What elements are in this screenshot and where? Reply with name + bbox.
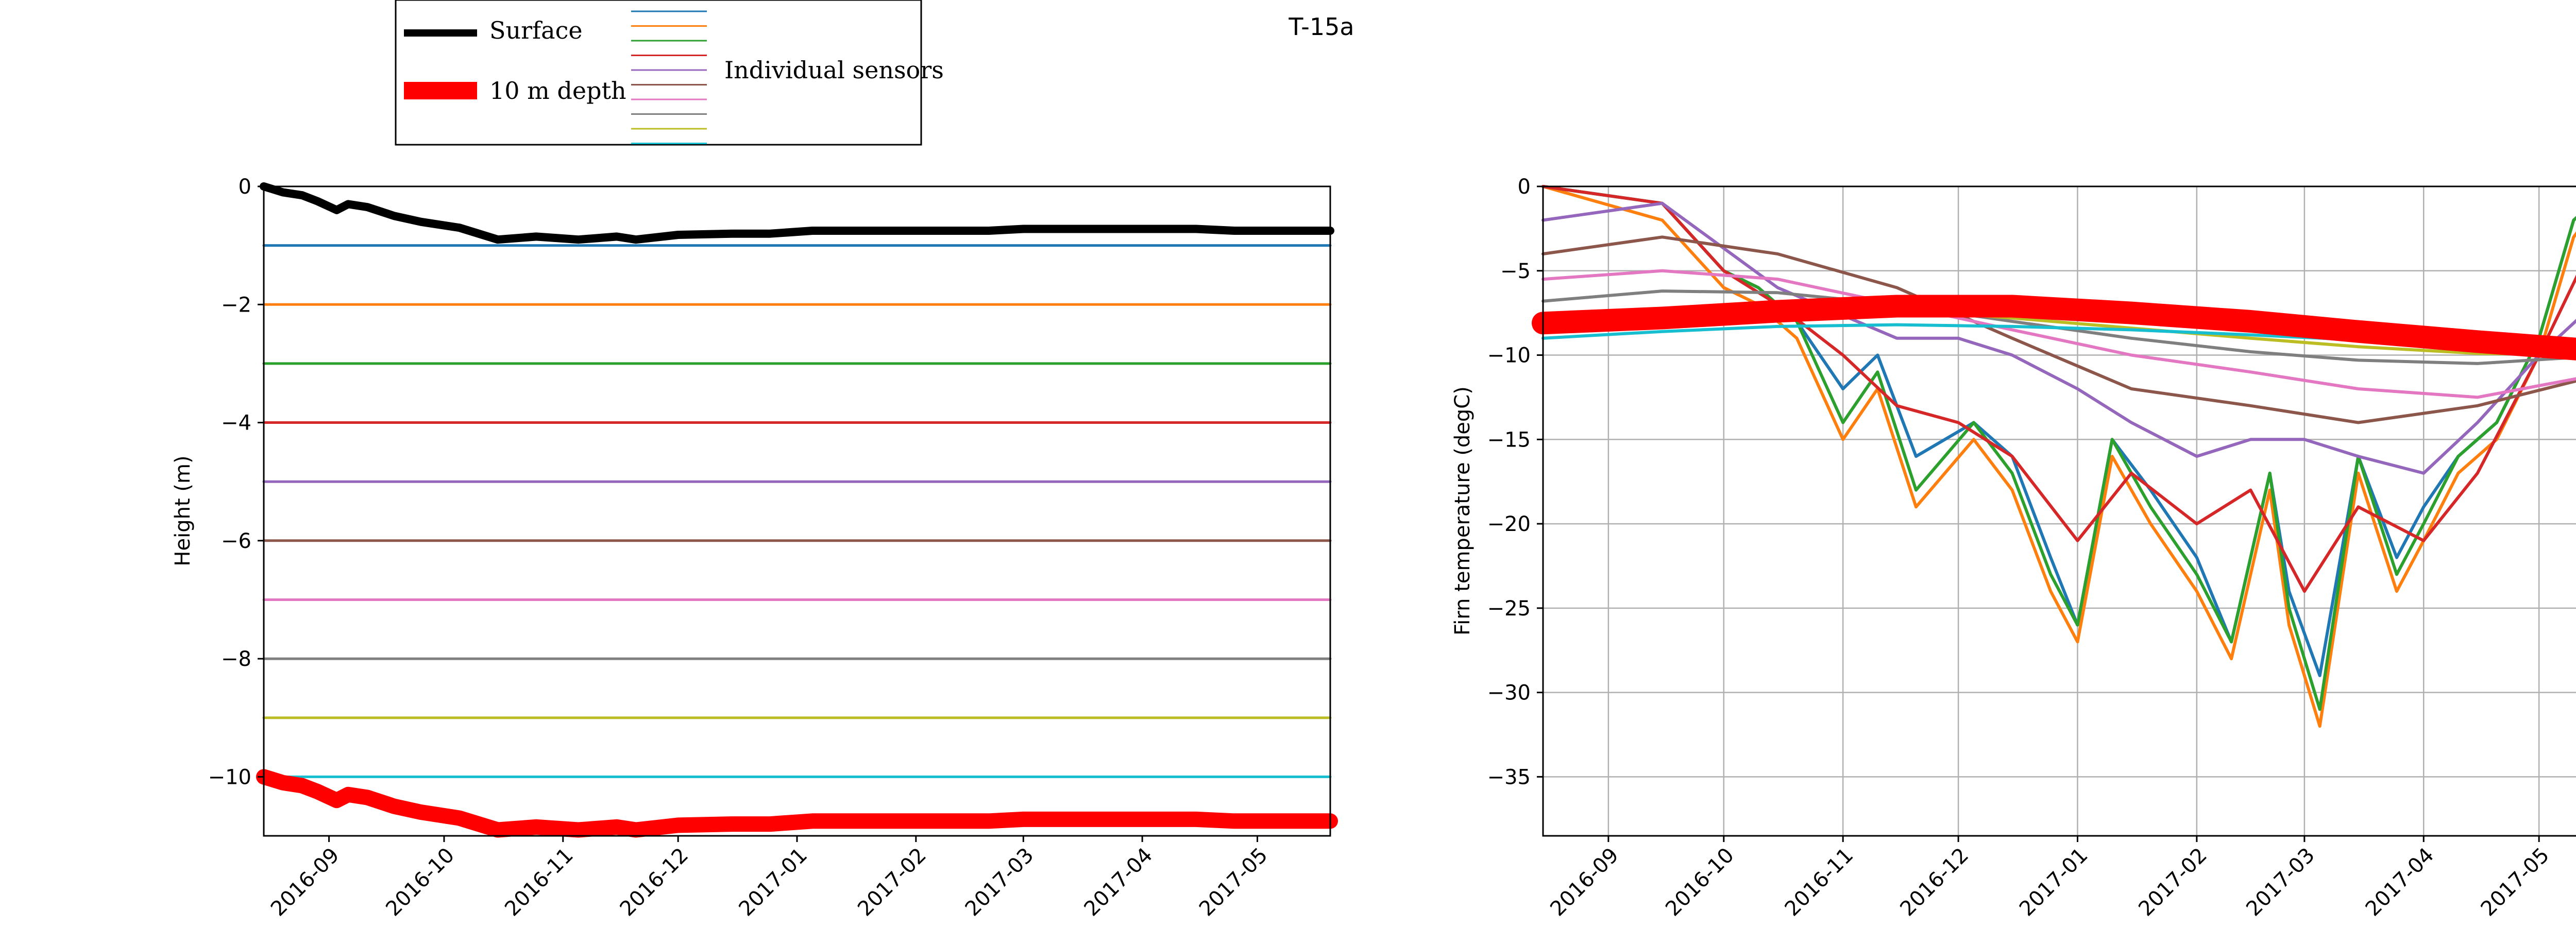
y-tick-label: −6 [221,529,251,553]
y-tick-label: −30 [1487,681,1531,705]
x-tick-label: 2016-12 [1895,844,1973,921]
y-tick-label: −5 [1500,260,1531,283]
sensor-temperature-line [1541,289,2576,365]
height-y-axis: 0 −2 −4 −6 −8 −10 [208,175,264,789]
legend-sensors-label: Individual sensors [724,56,944,84]
height-x-axis: 2016-09 2016-10 2016-11 2016-12 2017-01 2017-… [266,836,1273,921]
y-tick-label: −2 [221,293,251,317]
legend-sensor-lines [631,10,707,144]
sensor-temperature-line [1541,235,2576,424]
figure-title: T-15a [1288,13,1354,41]
height-chart: 0 −2 −4 −6 −8 −10 2016-09 2016-10 2016-11 2016-1… [171,175,1338,921]
x-tick-label: 2016-10 [381,844,459,921]
sensor-temperature-line [1541,185,2576,593]
temperature-plot-lines [1532,185,2576,728]
x-tick-label: 2017-03 [961,844,1039,921]
sensor-temperature-line [1541,185,2576,728]
x-tick-label: 2017-04 [1080,844,1158,921]
x-tick-label: 2017-04 [2361,844,2439,921]
x-tick-label: 2016-09 [1546,844,1623,921]
legend-surface-label: Surface [489,16,583,44]
y-tick-label: −8 [221,647,251,671]
surface-line [260,182,1334,244]
sensor-temperature-line [1541,269,2576,399]
x-tick-label: 2017-02 [853,844,931,921]
temperature-y-axis-label: Firn temperature (degC) [1451,386,1475,636]
height-plot-lines [256,182,1338,838]
y-tick-label: 0 [1518,175,1531,199]
x-tick-label: 2016-11 [1781,844,1858,921]
x-tick-label: 2016-11 [500,844,578,921]
legend-frame [395,0,922,146]
y-tick-label: −15 [1487,428,1531,452]
y-tick-label: −35 [1487,765,1531,789]
temperature-y-axis: 0 −5 −10 −15 −20 −25 −30 −35 [1487,175,1543,789]
legend-depth-label: 10 m depth [489,77,626,105]
y-tick-label: −10 [1487,344,1531,368]
sensor-temperature-line [1541,185,2576,677]
y-tick-label: −25 [1487,597,1531,621]
x-tick-label: 2017-03 [2242,844,2319,921]
height-y-axis-label: Height (m) [171,455,195,566]
depth-10m-temperature-line [1532,295,2576,360]
height-plot-frame [263,185,1331,837]
legend: Surface 10 m depth Individual sensors [395,0,944,146]
x-tick-label: 2016-10 [1661,844,1739,921]
x-tick-label: 2017-01 [2015,844,2093,921]
temperature-chart: 0−5−10−15−20−25−30−35 2016-09 2016-10 2016… [1451,175,2576,921]
x-tick-label: 2017-05 [1195,844,1273,921]
temperature-x-axis: 2016-09 2016-10 2016-11 2016-12 2017-01 2017-… [1546,836,2554,921]
depth-10m-line [256,769,1338,838]
y-tick-label: −4 [221,411,251,435]
x-tick-label: 2017-05 [2477,844,2554,921]
x-tick-label: 2017-02 [2134,844,2212,921]
x-tick-label: 2017-01 [734,844,812,921]
x-tick-label: 2016-12 [616,844,693,921]
y-tick-label: 0 [239,175,251,199]
x-tick-label: 2016-09 [266,844,344,921]
y-tick-label: −10 [208,765,251,789]
sensor-temperature-line [1541,185,2576,711]
y-tick-label: −20 [1487,512,1531,536]
